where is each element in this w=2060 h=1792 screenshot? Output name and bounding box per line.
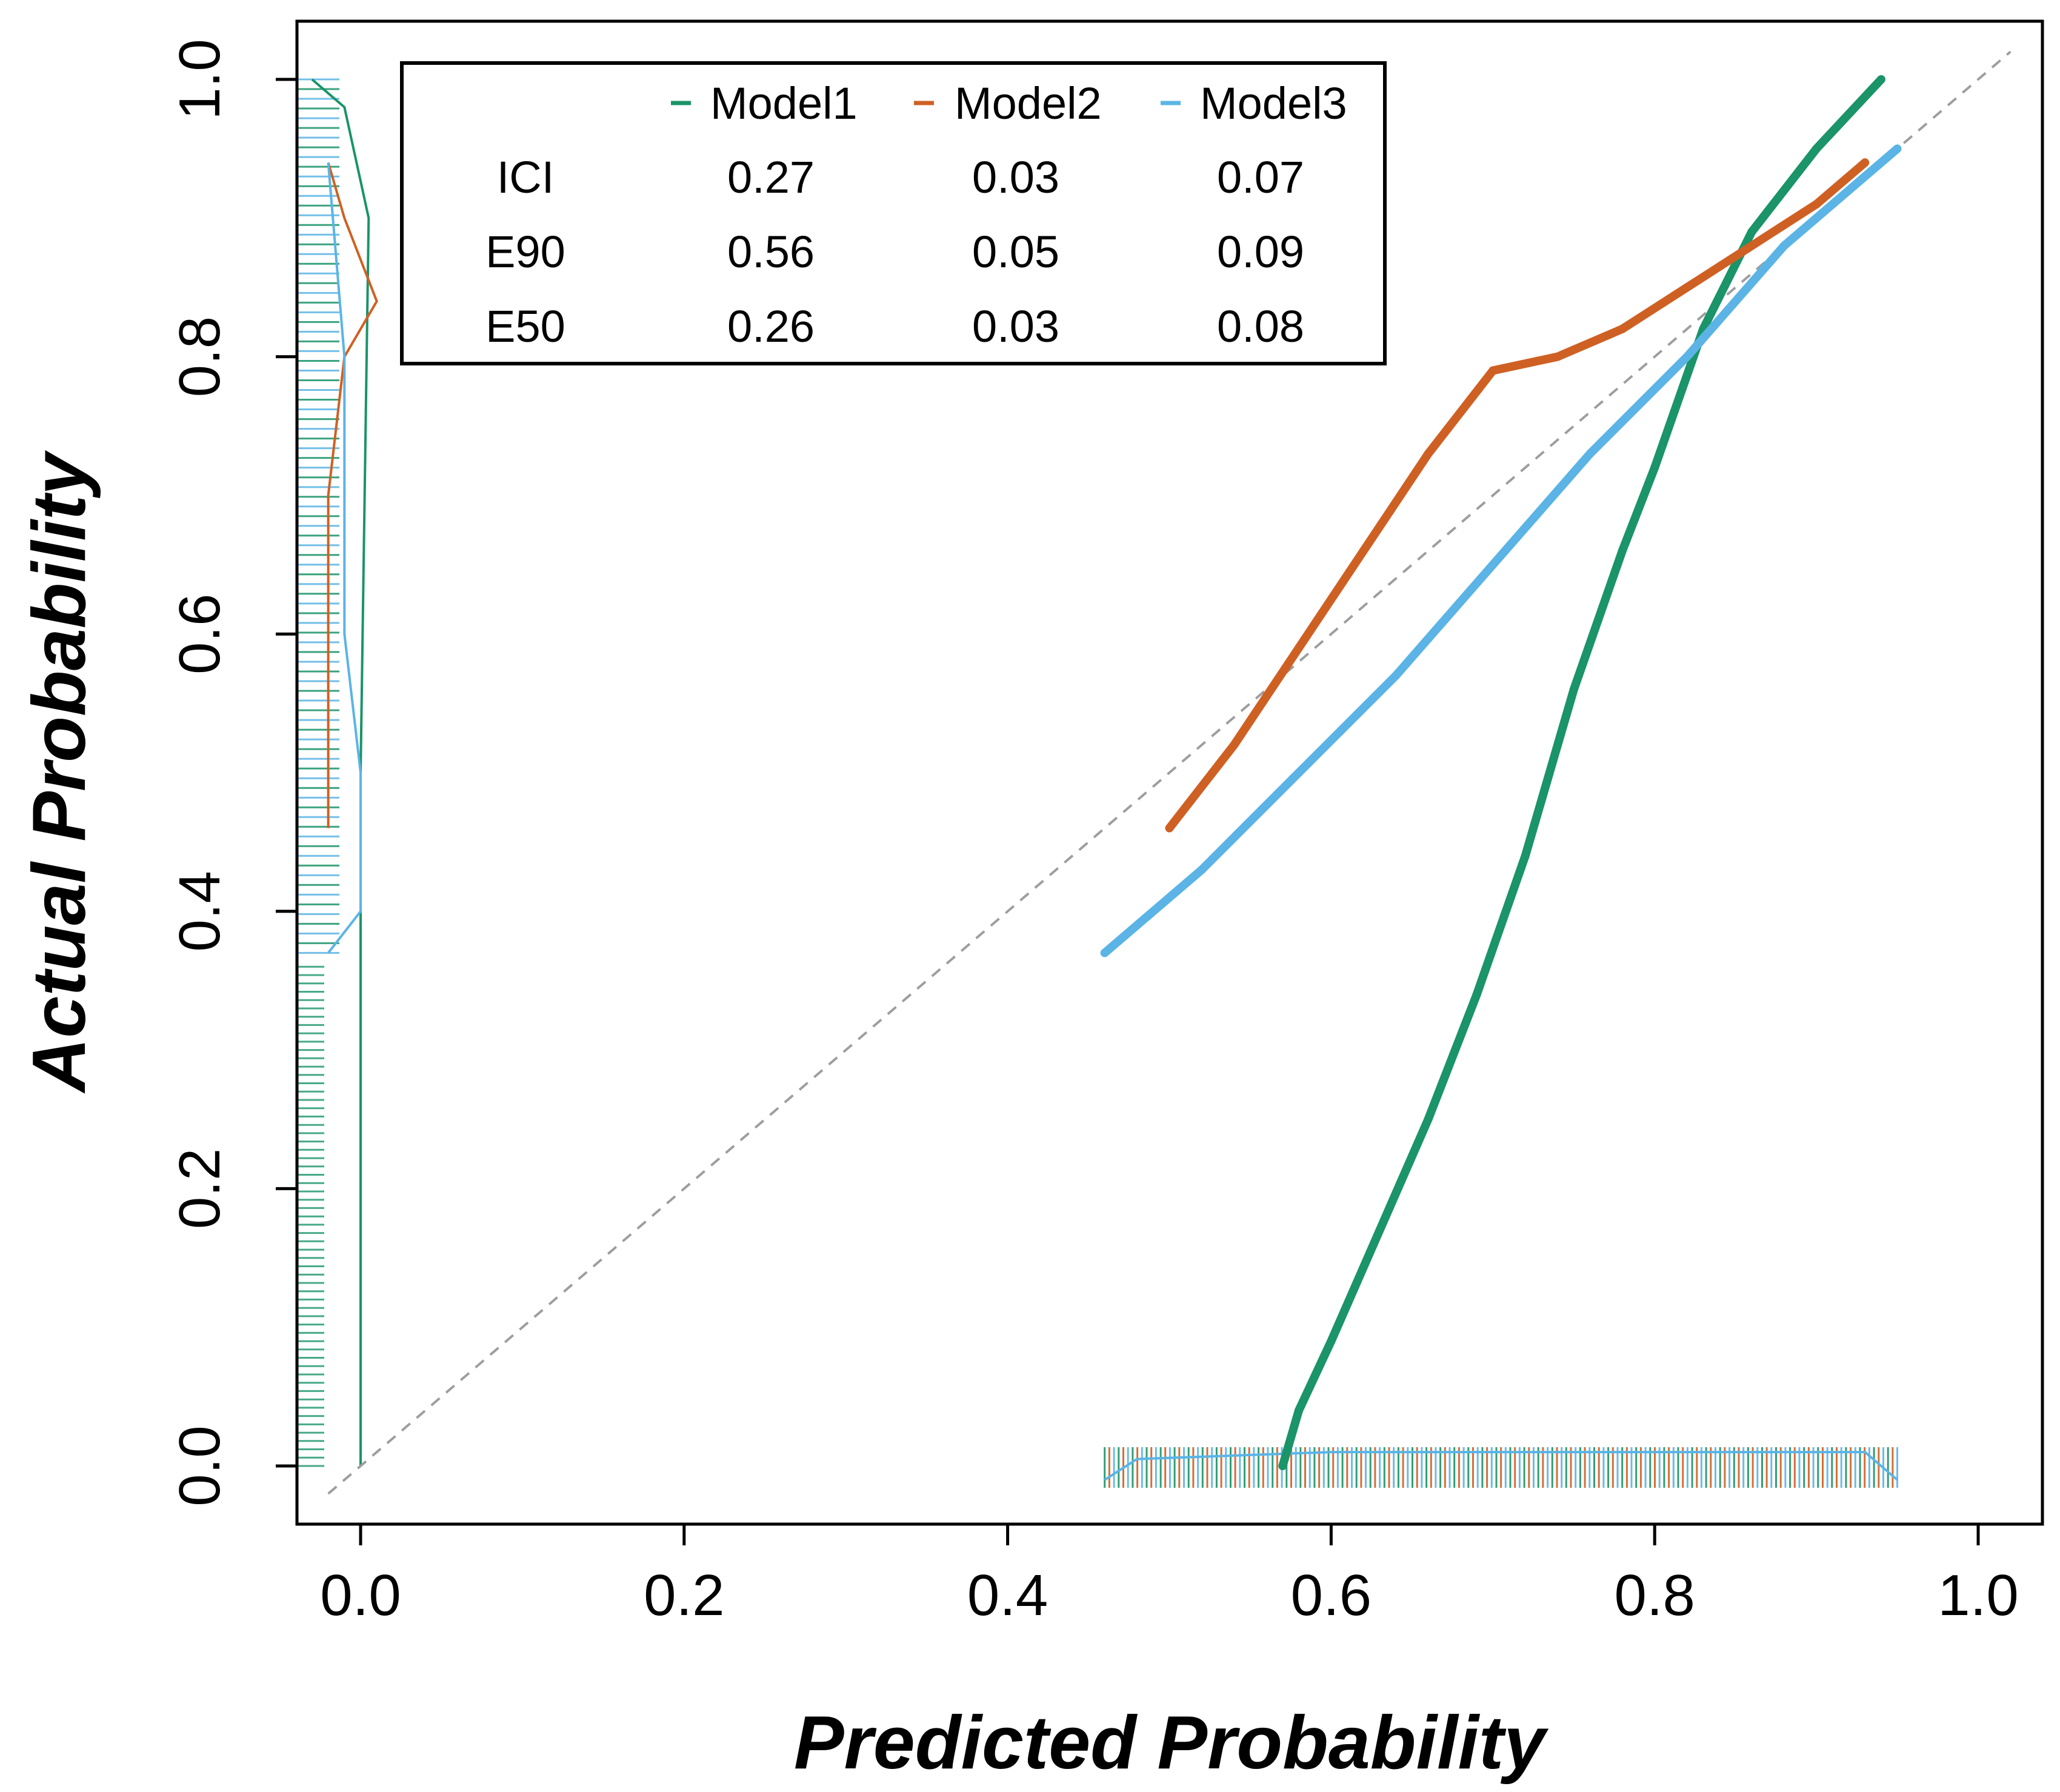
- y-axis-title: Actual Probability: [18, 450, 101, 1094]
- data-point-model1: [1876, 75, 1885, 84]
- metric-label-e90: E90: [485, 227, 565, 277]
- y-axis: 0.0 0.2 0.4 0.6 0.8 1.0: [167, 39, 297, 1507]
- data-point-model3: [1488, 560, 1498, 569]
- series-lines: [1100, 75, 1902, 1470]
- legend-frame: [400, 61, 1387, 365]
- data-point-model3: [1682, 352, 1692, 361]
- density-curves: [311, 78, 1898, 1481]
- data-point-model1: [1569, 685, 1578, 694]
- data-point-model2: [1230, 741, 1239, 750]
- data-point-model3: [1893, 144, 1902, 153]
- data-point-model3: [1100, 948, 1109, 958]
- legend-label-model1: Model1: [710, 78, 858, 128]
- x-tick-label: 0.2: [644, 1563, 724, 1628]
- data-point-model1: [1650, 463, 1659, 472]
- data-point-model3: [1779, 241, 1788, 250]
- metric-label-ici: ICI: [497, 152, 555, 202]
- y-tick-label: 1.0: [167, 39, 232, 119]
- data-point-model2: [1165, 824, 1174, 833]
- y-tick-label: 0.4: [167, 871, 232, 951]
- density-curve-model3: [327, 162, 362, 954]
- y-tick-label: 0.8: [167, 316, 232, 397]
- metric-e50-model1: 0.26: [727, 301, 815, 351]
- metric-e90-model1: 0.56: [727, 227, 815, 277]
- data-point-model1: [1618, 546, 1627, 555]
- data-point-model2: [1861, 158, 1870, 167]
- data-point-model1: [1375, 1226, 1384, 1234]
- plot-frame: [295, 19, 2044, 1526]
- data-point-model3: [1295, 768, 1303, 777]
- rug-x-group: [1104, 1447, 1898, 1488]
- density-curve-model1: [311, 78, 370, 1466]
- metric-e90-model2: 0.05: [972, 227, 1059, 277]
- data-point-model2: [1488, 366, 1498, 375]
- data-point-model2: [1359, 546, 1368, 555]
- density-curve-predicted: [1104, 1451, 1898, 1481]
- data-point-model2: [1618, 324, 1627, 333]
- data-point-model1: [1278, 1462, 1287, 1470]
- data-point-model2: [1682, 283, 1692, 292]
- data-point-model3: [1197, 865, 1206, 874]
- legend-box: Model1 Model2 Model3 ICI 0.27 0.03 0.07 …: [400, 61, 1387, 365]
- data-point-model3: [1392, 671, 1401, 680]
- data-point-model1: [1472, 990, 1481, 999]
- data-point-model1: [1295, 1406, 1303, 1415]
- y-tick-label: 0.6: [167, 593, 232, 674]
- data-point-model3: [1585, 449, 1595, 458]
- density-curve-model2: [327, 162, 378, 828]
- metric-ici-model2: 0.03: [972, 152, 1059, 202]
- legend-label-model3: Model3: [1200, 78, 1347, 128]
- data-point-model2: [1812, 199, 1821, 208]
- x-tick-label: 1.0: [1938, 1563, 2018, 1628]
- metric-ici-model1: 0.27: [727, 152, 815, 202]
- x-axis: 0.0 0.2 0.4 0.6 0.8 1.0: [320, 1524, 2019, 1628]
- x-tick-label: 0.4: [967, 1563, 1048, 1628]
- x-tick-label: 0.8: [1614, 1563, 1695, 1628]
- data-point-model2: [1747, 241, 1756, 250]
- data-point-model2: [1295, 644, 1303, 653]
- metric-e90-model3: 0.09: [1217, 227, 1304, 277]
- data-point-model2: [1553, 352, 1562, 361]
- data-point-model1: [1812, 144, 1821, 153]
- metric-label-e50: E50: [485, 301, 565, 351]
- y-tick-label: 0.0: [167, 1425, 232, 1506]
- reference-diagonal: [327, 50, 2012, 1495]
- x-axis-title: Predicted Probability: [794, 1701, 1549, 1785]
- data-point-model1: [1747, 227, 1756, 236]
- y-tick-label: 0.2: [167, 1148, 232, 1229]
- metric-ici-model3: 0.07: [1217, 152, 1304, 202]
- data-point-model1: [1521, 851, 1530, 861]
- series-line-model2: [1165, 159, 1868, 831]
- data-point-model2: [1424, 449, 1433, 458]
- metric-e50-model3: 0.08: [1217, 301, 1304, 351]
- x-tick-label: 0.0: [320, 1563, 401, 1628]
- rug-y-group: [297, 78, 339, 1467]
- data-point-model1: [1424, 1115, 1433, 1124]
- metric-e50-model2: 0.03: [972, 301, 1059, 351]
- legend-label-model2: Model2: [955, 78, 1102, 128]
- x-tick-label: 0.6: [1291, 1563, 1372, 1628]
- data-point-model1: [1327, 1337, 1336, 1346]
